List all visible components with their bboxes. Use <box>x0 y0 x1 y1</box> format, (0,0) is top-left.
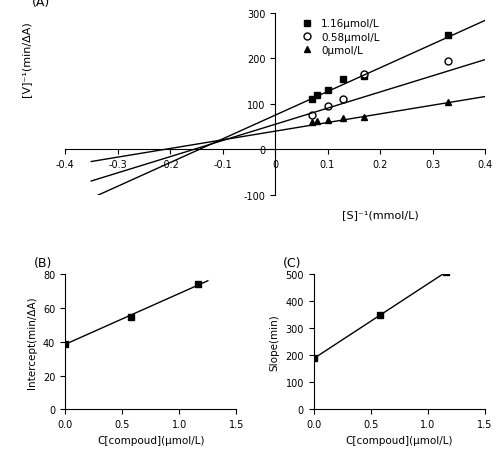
X-axis label: C[compoud](μmol/L): C[compoud](μmol/L) <box>346 435 453 445</box>
Legend: 1.16μmol/L, 0.58μmol/L, 0μmol/L: 1.16μmol/L, 0.58μmol/L, 0μmol/L <box>293 15 384 60</box>
X-axis label: [S]⁻¹(mmol/L): [S]⁻¹(mmol/L) <box>342 210 418 220</box>
Text: (A): (A) <box>32 0 50 10</box>
X-axis label: C[compoud](μmol/L): C[compoud](μmol/L) <box>97 435 204 445</box>
Text: (B): (B) <box>34 257 52 270</box>
Y-axis label: [V]⁻¹(min/ΔA): [V]⁻¹(min/ΔA) <box>22 21 32 97</box>
Text: (C): (C) <box>282 257 301 270</box>
Y-axis label: Intercept(min/ΔA): Intercept(min/ΔA) <box>28 296 38 388</box>
Y-axis label: Slope(min): Slope(min) <box>270 314 280 370</box>
